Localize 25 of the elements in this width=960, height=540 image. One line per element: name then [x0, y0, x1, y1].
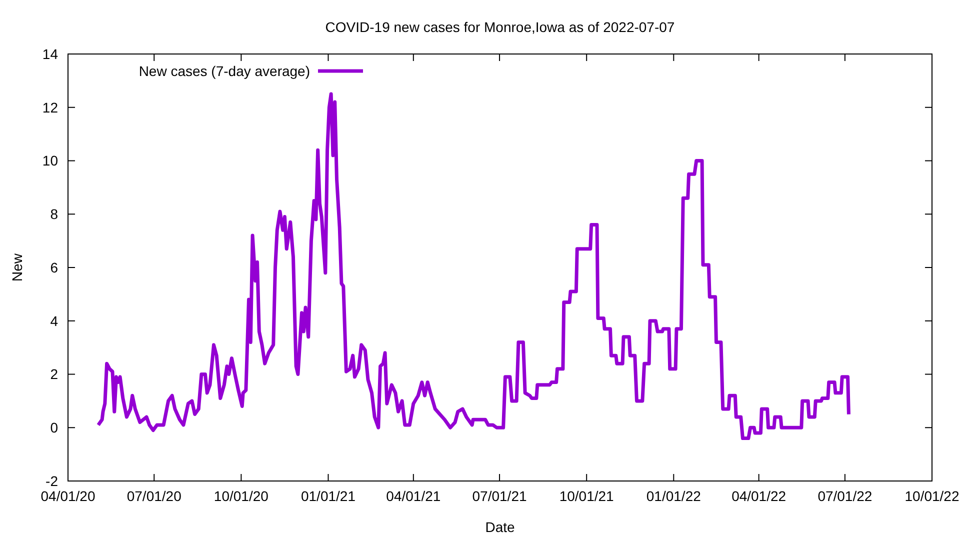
y-tick-label: 10	[42, 152, 58, 169]
line-series	[96, 92, 850, 440]
y-tick-label: 8	[50, 206, 58, 222]
chart-title: COVID-19 new cases for Monroe,Iowa as of 2022-07-07	[325, 19, 675, 35]
y-tick-label: -2	[46, 472, 58, 489]
y-tick-label: 6	[50, 259, 58, 276]
x-tick-label: 04/01/21	[386, 488, 441, 504]
y-tick-label: 14	[42, 46, 58, 62]
x-tick-label: 01/01/22	[646, 488, 702, 504]
x-tick-label: 04/01/22	[732, 488, 786, 504]
x-tick-label: 04/01/20	[40, 488, 96, 504]
x-tick-label: 07/01/22	[818, 488, 872, 504]
x-tick-label: 10/01/22	[904, 488, 960, 504]
legend-label: New cases (7-day average)	[138, 62, 310, 79]
y-tick-label: 2	[50, 366, 58, 382]
y-tick-label: 0	[50, 420, 58, 436]
x-axis-title: Date	[485, 519, 515, 535]
y-tick-label: 4	[50, 312, 58, 329]
y-tick-label: 12	[42, 99, 58, 116]
x-tick-label: 10/01/20	[214, 488, 269, 504]
x-tick-label: 01/01/21	[300, 488, 356, 504]
x-tick-label: 07/01/20	[126, 488, 182, 504]
x-tick-label: 07/01/21	[472, 488, 527, 504]
y-axis-title: New	[9, 252, 25, 282]
x-tick-label: 10/01/21	[559, 488, 614, 504]
